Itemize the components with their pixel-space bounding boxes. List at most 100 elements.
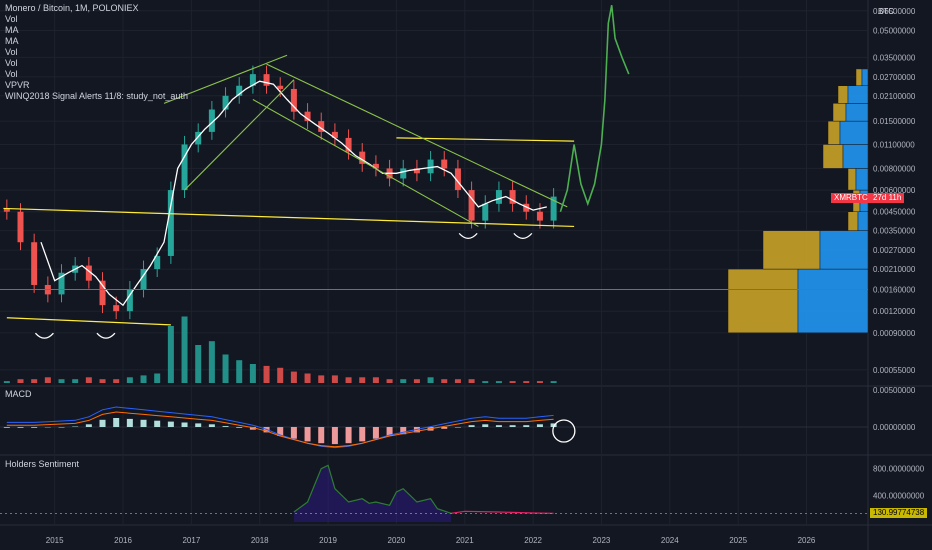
volume-bar <box>208 341 215 383</box>
macd-histogram-bar <box>523 425 530 427</box>
price-tick-label: 0.02700000 <box>873 73 916 82</box>
candle-body <box>304 111 311 122</box>
chart-legend: Monero / Bitcoin, 1M, POLONIEX Vol MA MA… <box>5 3 188 102</box>
sentiment-pane-label[interactable]: Holders Sentiment <box>5 459 80 469</box>
price-tick-label: 0.01500000 <box>873 117 916 126</box>
price-tick-label: 0.03500000 <box>873 53 916 62</box>
volume-bar <box>372 377 379 383</box>
candle-body <box>400 168 407 179</box>
channel-line <box>184 79 295 191</box>
candle-body <box>550 196 557 221</box>
candle-body <box>413 168 420 174</box>
price-tick-label: 0.00450000 <box>873 208 916 217</box>
macd-histogram-bar <box>290 427 297 439</box>
time-tick-label: 2015 <box>46 536 64 545</box>
time-tick-label: 2018 <box>251 536 269 545</box>
volume-bar <box>536 381 543 383</box>
indicator-vol-4[interactable]: Vol <box>5 69 18 79</box>
macd-histogram-bar <box>85 424 92 427</box>
sentiment-tick-label: 800.00000000 <box>873 465 925 474</box>
candle-body <box>277 85 284 89</box>
vpvr-row-down <box>822 144 844 169</box>
macd-pane-label[interactable]: MACD <box>5 389 32 399</box>
time-tick-label: 2026 <box>798 536 816 545</box>
macd-histogram-bar <box>167 421 174 427</box>
volume-bar <box>99 379 106 383</box>
price-tick-label: 0.05000000 <box>873 27 916 36</box>
macd-axis: 0.00500000 0.00000000 <box>873 386 916 432</box>
volume-bar <box>154 373 161 383</box>
indicator-signal-alerts[interactable]: WINQ2018 Signal Alerts 11/8: study_not_a… <box>5 91 188 101</box>
macd-histogram-bar <box>386 427 393 436</box>
channel-line <box>252 98 479 227</box>
candle-body <box>523 203 530 212</box>
candle-body <box>468 190 475 221</box>
indicator-vol[interactable]: Vol <box>5 14 18 24</box>
candle-body <box>113 305 120 312</box>
candle-body <box>536 211 543 221</box>
indicator-vol-2[interactable]: Vol <box>5 47 18 57</box>
macd-histogram-bar <box>345 427 352 444</box>
macd-histogram-bar <box>318 427 325 444</box>
vpvr-row-down <box>727 268 799 334</box>
sentiment-area <box>293 465 452 522</box>
candle-body <box>454 168 461 191</box>
macd-histogram-bar <box>140 419 147 427</box>
volume-bar <box>236 360 243 383</box>
price-tick-label: 0.00210000 <box>873 265 916 274</box>
macd-histogram-bar <box>482 424 489 427</box>
time-tick-label: 2025 <box>729 536 747 545</box>
volume-bar <box>31 379 38 383</box>
time-tick-label: 2023 <box>593 536 611 545</box>
price-tick-label: 0.00270000 <box>873 246 916 255</box>
trendline-resistance <box>396 137 575 142</box>
indicator-ma-1[interactable]: MA <box>5 25 19 35</box>
countdown-badge: 27d 11h <box>870 193 905 203</box>
symbol-price-badge: XMRBTC <box>831 193 871 203</box>
indicator-vpvr[interactable]: VPVR <box>5 80 30 90</box>
vpvr-row-down <box>762 230 821 270</box>
candle-body <box>154 255 161 270</box>
time-tick-label: 2024 <box>661 536 679 545</box>
indicator-vol-3[interactable]: Vol <box>5 58 18 68</box>
currency-label: BTC <box>878 7 894 16</box>
symbol-title[interactable]: Monero / Bitcoin, 1M, POLONIEX <box>5 3 139 13</box>
vpvr-row-up <box>797 268 869 334</box>
vpvr-row-up <box>845 103 869 122</box>
candle-body <box>495 190 502 204</box>
macd-pane <box>0 406 868 449</box>
candles <box>3 65 557 320</box>
rounded-bottom-arc <box>96 332 116 339</box>
time-tick-label: 2022 <box>524 536 542 545</box>
projection-line <box>559 5 630 212</box>
indicator-ma-2[interactable]: MA <box>5 36 19 46</box>
candle-body <box>359 151 366 164</box>
price-tick-label: 0.00160000 <box>873 286 916 295</box>
sentiment-pane <box>0 464 868 522</box>
price-tick-label: 0.00120000 <box>873 307 916 316</box>
time-axis[interactable]: 2015 2016 2017 2018 2019 2020 2021 2022 2023 2024… <box>46 536 816 545</box>
macd-histogram-bar <box>468 425 475 427</box>
macd-histogram-bar <box>372 427 379 439</box>
highlight-circle <box>552 419 576 443</box>
sentiment-value-badge: 130.99774738 <box>870 508 928 518</box>
price-tick-label: 0.00800000 <box>873 164 916 173</box>
price-axis[interactable]: 0.06500000 0.05000000 0.03500000 0.02700000… <box>873 7 916 375</box>
volume-bar <box>72 379 79 383</box>
rounded-bottom-arc <box>458 232 478 240</box>
volume-bar <box>523 381 530 383</box>
vpvr-row-down <box>847 211 859 231</box>
candle-body <box>31 242 38 285</box>
vpvr-row-up <box>855 168 869 191</box>
volume-bar <box>58 379 65 383</box>
volume-bar <box>427 377 434 383</box>
volume-bar <box>304 373 311 383</box>
volume-bar <box>85 377 92 383</box>
volume-bar <box>400 379 407 383</box>
volume-bar <box>495 381 502 383</box>
volume-bar <box>277 367 284 383</box>
vpvr-row-up <box>847 85 869 104</box>
projection-path <box>559 5 630 212</box>
vpvr-row-down <box>837 85 849 104</box>
